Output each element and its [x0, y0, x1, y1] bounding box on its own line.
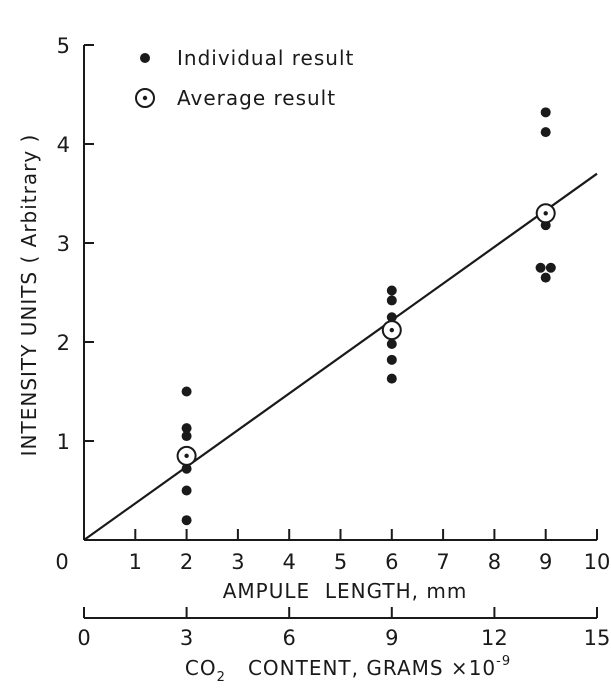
individual-result-point	[181, 463, 192, 474]
average-result-center	[389, 327, 394, 333]
x-tick-label: 8	[488, 550, 501, 574]
average-result-point	[381, 320, 402, 341]
legend-average-marker-center	[142, 95, 148, 101]
x-tick-label: 4	[283, 550, 296, 574]
x-ticks: 0 1 2 3 4 5 6 7 8 9 10	[55, 529, 610, 574]
individual-result-point	[386, 295, 397, 306]
individual-result-point	[386, 338, 397, 349]
legend-items: Individual result Average result	[135, 46, 354, 110]
individual-result-point	[535, 262, 546, 273]
y-tick-label: 4	[57, 133, 70, 157]
exponent-superscript: -9	[496, 654, 511, 669]
secondary-x-tick-label: 12	[481, 626, 508, 650]
individual-result-point	[540, 127, 551, 138]
fit-line	[83, 172, 598, 541]
average-result-center	[184, 453, 189, 459]
x-tick-label: 10	[584, 550, 611, 574]
individual-result-point	[386, 354, 397, 365]
individual-result-point	[540, 107, 551, 118]
legend-individual-marker	[140, 53, 150, 63]
legend: Individual result Average result	[135, 46, 354, 110]
secondary-x-tick-label: 0	[77, 626, 90, 650]
x-tick-label: 7	[436, 550, 449, 574]
x-tick-label: 3	[231, 550, 244, 574]
individual-result-point	[545, 262, 556, 273]
individual-result-point	[181, 515, 192, 526]
co2-label: CO	[185, 656, 217, 680]
secondary-x-axis-title: CO2 CONTENT, GRAMS ×10-9	[185, 654, 511, 685]
average-result-point	[176, 445, 197, 466]
x-tick-label: 6	[385, 550, 398, 574]
average-result-point	[535, 203, 556, 224]
secondary-x-tick-label: 6	[283, 626, 296, 650]
individual-result-point	[540, 272, 551, 283]
individual-result-point	[181, 485, 192, 496]
x-axis-title: AMPULE LENGTH, mm	[223, 579, 468, 603]
secondary-x-tick-label: 9	[385, 626, 398, 650]
x-tick-label: 5	[334, 550, 347, 574]
y-axis-title: INTENSITY UNITS ( Arbitrary )	[17, 134, 41, 457]
y-ticks: 1 2 3 4 5	[57, 34, 94, 454]
x-tick-label: 2	[180, 550, 193, 574]
individual-result-point	[181, 423, 192, 434]
y-tick-label: 1	[57, 430, 70, 454]
x-tick-label: 0	[55, 550, 68, 574]
primary-axes: 0 1 2 3 4 5 6 7 8 9 10 1 2 3 4 5	[55, 34, 610, 574]
secondary-x-ticks: 0 3 6 9 12 15	[77, 607, 610, 650]
secondary-axis: 0 3 6 9 12 15 CO2 CONTENT, GRAMS ×10-9	[77, 607, 610, 685]
legend-label: Average result	[177, 86, 336, 110]
y-tick-label: 2	[57, 331, 70, 355]
data-points	[176, 107, 556, 526]
x-tick-label: 1	[129, 550, 142, 574]
individual-result-point	[386, 312, 397, 323]
individual-result-point	[386, 373, 397, 384]
y-tick-label: 5	[57, 34, 70, 58]
legend-label: Individual result	[177, 46, 354, 70]
content-label: CONTENT, GRAMS ×10	[226, 656, 496, 680]
individual-result-point	[181, 431, 192, 442]
individual-result-point	[181, 386, 192, 397]
secondary-x-tick-label: 3	[180, 626, 193, 650]
individual-result-point	[386, 285, 397, 296]
average-result-center	[543, 211, 548, 216]
co2-subscript: 2	[217, 670, 226, 685]
secondary-x-tick-label: 15	[584, 626, 611, 650]
y-tick-label: 3	[57, 232, 70, 256]
x-tick-label: 9	[539, 550, 552, 574]
